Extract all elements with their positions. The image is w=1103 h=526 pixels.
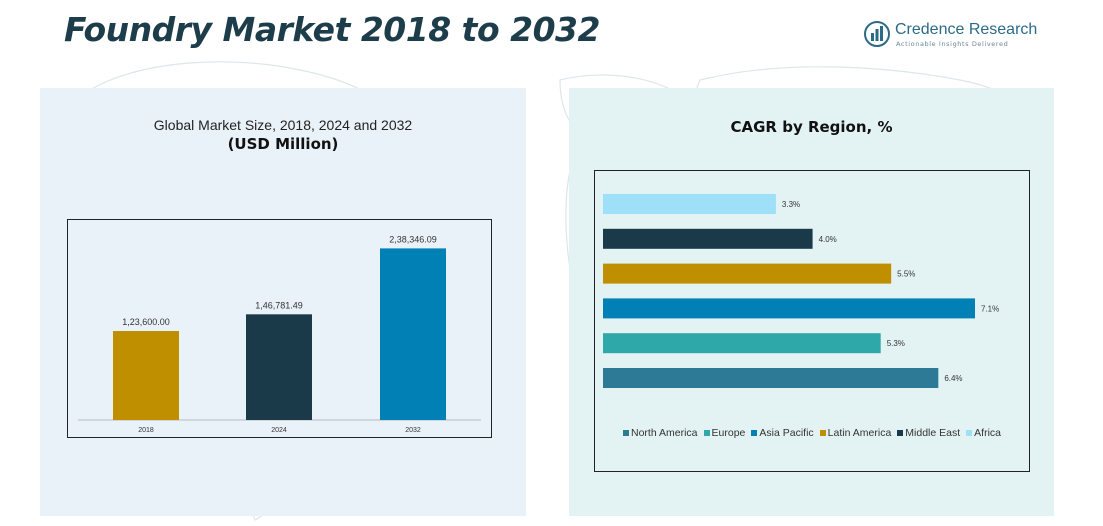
legend-item: Asia Pacific: [751, 427, 814, 439]
legend-swatch: [966, 430, 973, 436]
bar-2024: [246, 314, 312, 420]
market-size-chart: 1,23,600.00 2018 1,46,781.49 2024 2,38,346.0…: [67, 219, 492, 438]
legend-item: Africa: [966, 427, 1001, 439]
hbar-middle-east: [603, 228, 813, 249]
legend-swatch: [623, 430, 629, 436]
left-chart-title: Global Market Size, 2018, 2024 and 2032: [153, 117, 413, 133]
brand-tagline: Actionable Insights Delivered: [896, 40, 1009, 48]
bar-value-label: 1,23,600.00: [122, 317, 170, 327]
legend-item: Europe: [703, 427, 746, 439]
legend-label: Middle East: [905, 427, 961, 439]
legend-swatch: [751, 430, 758, 436]
hbar-latin-america: [603, 263, 892, 284]
bar-chart-logo-icon: [864, 21, 890, 47]
legend-item: Latin America: [819, 427, 892, 439]
hbar-value-label: 7.1%: [981, 304, 999, 313]
bar-2032: [380, 248, 446, 420]
brand-logo: Credence Research Actionable Insights De…: [864, 20, 1044, 50]
page-title: Foundry Market 2018 to 2032: [64, 10, 600, 49]
left-chart-unit: (USD Million): [227, 135, 339, 153]
legend-label: Asia Pacific: [759, 427, 814, 439]
market-size-bars: 1,23,600.00 2018 1,46,781.49 2024 2,38,346.0…: [78, 234, 481, 434]
cagr-bars: 3.3% 4.0% 5.5% 7.1% 5.3% 6.4%: [603, 194, 999, 388]
hbar-value-label: 5.3%: [887, 339, 905, 348]
brand-name: Credence Research: [895, 21, 1038, 38]
hbar-africa: [603, 194, 776, 214]
x-tick-label: 2032: [405, 427, 421, 434]
hbar-asia-pacific: [603, 298, 975, 319]
legend-label: Africa: [974, 427, 1001, 439]
bar-2018: [113, 331, 179, 420]
right-chart-title: CAGR by Region, %: [730, 118, 893, 136]
legend-swatch: [819, 430, 826, 436]
legend-swatch: [897, 430, 904, 436]
legend-label: Latin America: [827, 427, 892, 439]
hbar-value-label: 3.3%: [782, 200, 800, 209]
x-tick-label: 2018: [138, 427, 154, 434]
x-tick-label: 2024: [271, 427, 287, 434]
cagr-legend: North America Europe Asia Pacific Latin Ame…: [594, 427, 1030, 439]
legend-label: North America: [631, 427, 698, 439]
hbar-value-label: 6.4%: [944, 374, 962, 383]
bar-value-label: 2,38,346.09: [389, 234, 437, 244]
hbar-north-america: [603, 368, 939, 388]
cagr-region-chart: 3.3% 4.0% 5.5% 7.1% 5.3% 6.4%: [594, 170, 1030, 472]
hbar-value-label: 4.0%: [819, 235, 837, 244]
hbar-value-label: 5.5%: [897, 270, 915, 279]
legend-swatch: [703, 430, 710, 436]
legend-item: Middle East: [897, 427, 960, 439]
legend-item: North America: [623, 427, 698, 439]
hbar-europe: [603, 333, 881, 354]
bar-value-label: 1,46,781.49: [255, 300, 303, 310]
legend-label: Europe: [711, 427, 746, 439]
